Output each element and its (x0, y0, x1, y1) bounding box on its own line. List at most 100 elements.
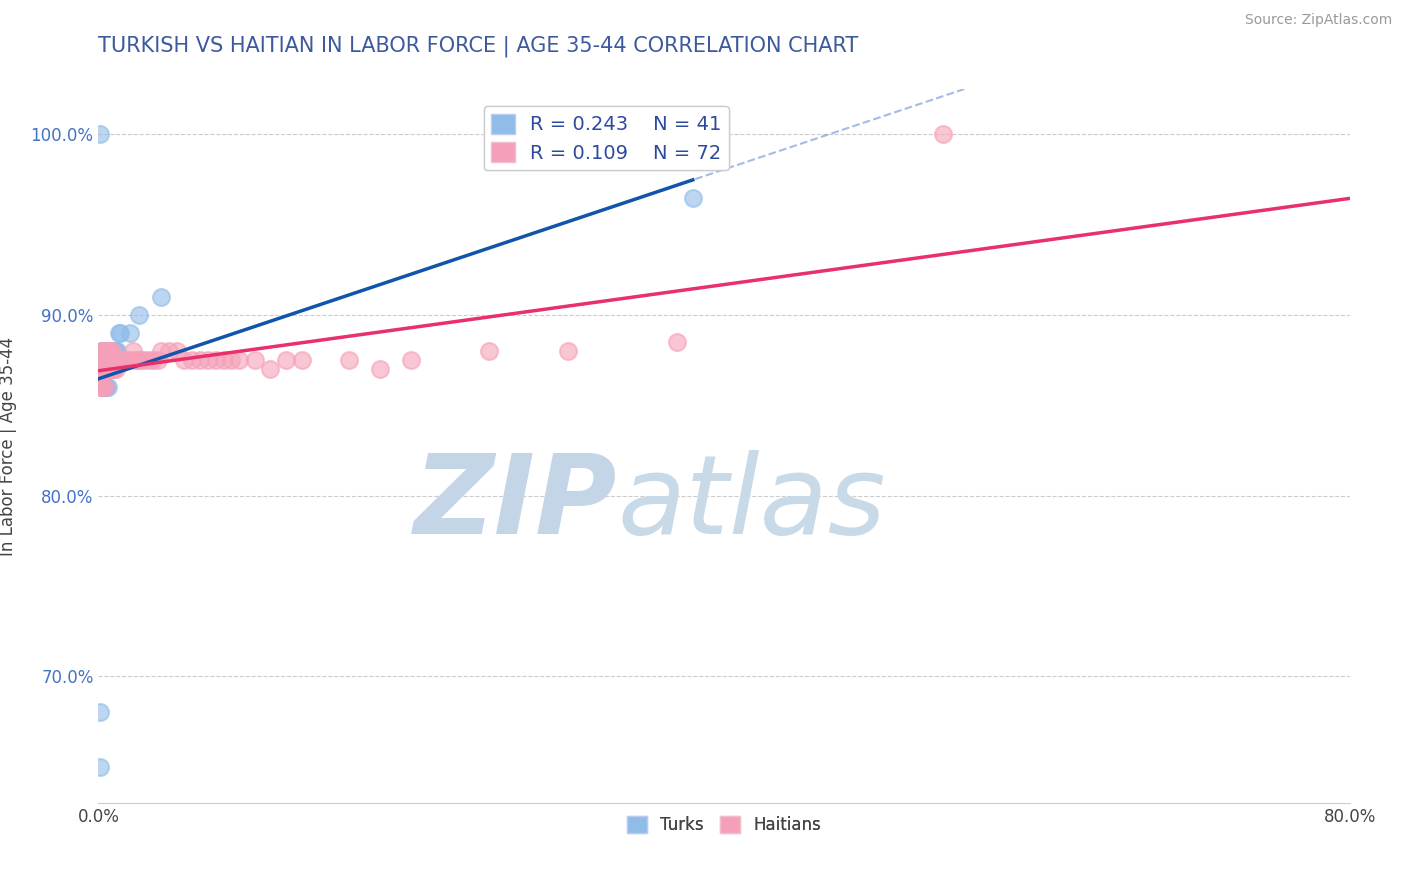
Point (104, 362, 127, 376)
Point (337, 353, 360, 368)
Point (96, 362, 118, 376)
Point (118, 353, 141, 368)
Point (181, 353, 204, 368)
Point (150, 344, 173, 359)
Point (96, 344, 118, 359)
Point (101, 362, 124, 376)
Point (97, 380, 120, 394)
Point (91, 362, 114, 376)
Point (98, 344, 121, 359)
Point (89, 380, 111, 394)
Point (478, 344, 501, 359)
Point (368, 362, 391, 376)
Point (101, 344, 124, 359)
Point (107, 353, 129, 368)
Point (90, 380, 112, 394)
Text: atlas: atlas (617, 450, 886, 557)
Point (91, 362, 114, 376)
Point (228, 353, 250, 368)
Point (96, 380, 118, 394)
Point (90, 344, 112, 359)
Point (89, 362, 111, 376)
Point (93, 362, 115, 376)
Point (96, 362, 118, 376)
Point (98, 362, 121, 376)
Point (128, 308, 150, 322)
Point (682, 191, 704, 205)
Point (129, 353, 152, 368)
Point (97, 344, 120, 359)
Point (134, 353, 156, 368)
Point (401, 353, 423, 368)
Point (125, 353, 148, 368)
Legend: Turks, Haitians: Turks, Haitians (620, 809, 828, 841)
Point (212, 353, 235, 368)
Point (127, 353, 149, 368)
Point (90, 344, 112, 359)
Point (101, 362, 124, 376)
Text: ZIP: ZIP (415, 450, 617, 557)
Point (96, 362, 118, 376)
Point (150, 290, 173, 304)
Point (96, 344, 118, 359)
Point (93, 362, 115, 376)
Point (98, 362, 121, 376)
Point (89, 362, 111, 376)
Text: Source: ZipAtlas.com: Source: ZipAtlas.com (1244, 13, 1392, 28)
Point (103, 353, 125, 368)
Point (90, 362, 112, 376)
Point (97, 362, 120, 376)
Point (166, 344, 188, 359)
Point (110, 353, 132, 368)
Point (93, 380, 115, 394)
Point (146, 353, 169, 368)
Point (932, 128, 955, 142)
Point (121, 344, 143, 359)
Point (93, 380, 115, 394)
Point (291, 353, 314, 368)
Point (243, 353, 266, 368)
Point (89, 759, 111, 773)
Point (105, 353, 128, 368)
Point (104, 344, 127, 359)
Point (557, 344, 579, 359)
Point (89, 362, 111, 376)
Point (112, 353, 135, 368)
Point (91, 380, 114, 394)
Point (96, 362, 118, 376)
Point (97, 362, 120, 376)
Point (100, 362, 122, 376)
Point (100, 344, 122, 359)
Point (91, 362, 114, 376)
Point (93, 362, 115, 376)
Point (188, 353, 211, 368)
Point (89, 128, 111, 142)
Point (107, 326, 129, 340)
Point (274, 353, 298, 368)
Y-axis label: In Labor Force | Age 35-44: In Labor Force | Age 35-44 (0, 336, 17, 556)
Point (139, 353, 162, 368)
Point (173, 353, 195, 368)
Point (105, 344, 128, 359)
Point (100, 344, 122, 359)
Point (91, 362, 114, 376)
Point (104, 353, 127, 368)
Point (157, 344, 180, 359)
Point (110, 326, 132, 340)
Point (93, 362, 115, 376)
Point (204, 353, 226, 368)
Point (89, 706, 111, 720)
Point (221, 353, 243, 368)
Point (97, 344, 120, 359)
Point (90, 380, 112, 394)
Point (259, 362, 281, 376)
Point (118, 326, 141, 340)
Point (142, 353, 165, 368)
Point (90, 344, 112, 359)
Point (90, 362, 112, 376)
Point (115, 353, 138, 368)
Point (96, 362, 118, 376)
Point (90, 362, 112, 376)
Point (91, 380, 114, 394)
Point (98, 362, 121, 376)
